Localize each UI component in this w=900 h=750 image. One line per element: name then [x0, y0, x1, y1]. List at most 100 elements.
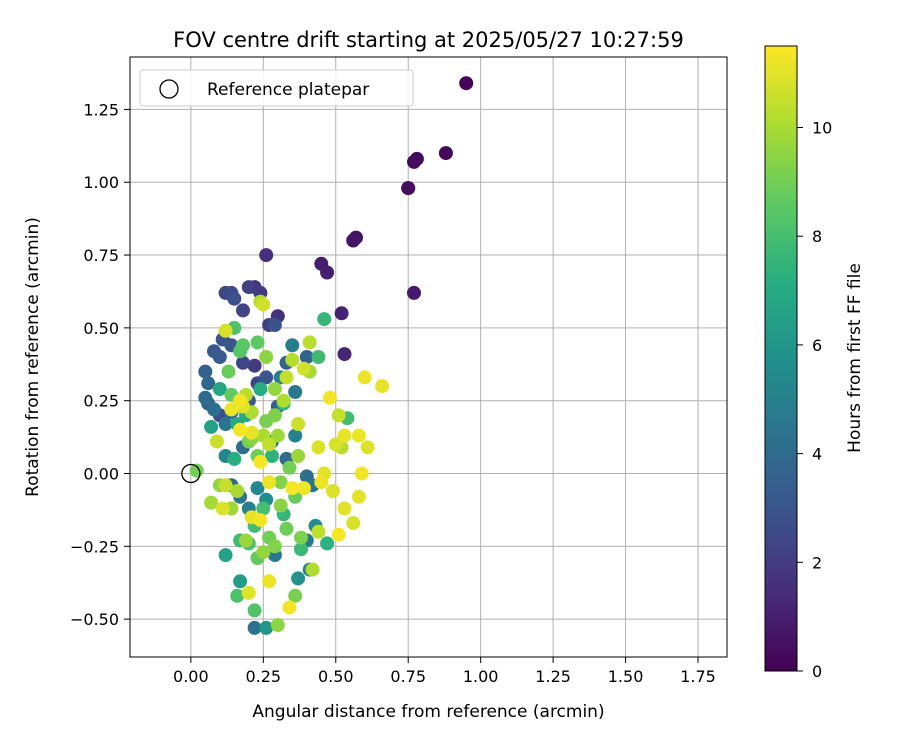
data-point — [273, 498, 288, 513]
data-point — [218, 548, 233, 563]
data-point — [204, 419, 219, 434]
data-point — [227, 291, 242, 306]
data-point — [236, 355, 250, 370]
y-tick-label: 1.25 — [83, 100, 119, 119]
data-point — [270, 428, 285, 443]
data-point — [311, 350, 326, 364]
legend-box — [139, 69, 414, 107]
data-point — [221, 364, 236, 379]
data-point — [285, 338, 300, 353]
data-point — [337, 501, 352, 516]
data-point — [241, 280, 256, 295]
data-point — [337, 428, 352, 443]
x-tick-label: 0.50 — [318, 667, 354, 686]
legend-marker — [159, 79, 179, 99]
data-point — [438, 146, 453, 161]
data-point — [259, 370, 274, 385]
data-point — [325, 484, 340, 498]
data-point — [337, 347, 352, 362]
data-point — [218, 323, 233, 338]
data-point — [267, 408, 282, 423]
data-point — [276, 393, 291, 408]
data-point — [305, 562, 320, 577]
y-tick-label: 0.75 — [83, 246, 119, 265]
grid-lines — [130, 57, 727, 657]
y-tick-label: 0.50 — [83, 319, 119, 338]
data-point — [238, 533, 253, 548]
data-point — [212, 382, 227, 396]
colorbar-tick-label: 2 — [812, 553, 822, 572]
data-point — [459, 76, 474, 91]
data-point — [241, 585, 256, 600]
data-point — [285, 352, 300, 367]
data-point — [273, 475, 288, 490]
y-tick-label: 0.25 — [83, 392, 119, 411]
data-point — [401, 181, 416, 196]
y-tick-label: 1.00 — [83, 173, 119, 192]
data-point — [259, 620, 274, 635]
data-point — [282, 600, 297, 615]
data-point — [291, 417, 306, 431]
data-point — [198, 390, 213, 405]
data-point — [267, 382, 282, 396]
data-point — [375, 379, 390, 394]
data-point — [323, 390, 337, 405]
colorbar-gradient — [764, 45, 798, 672]
data-point — [267, 318, 282, 332]
data-point — [279, 521, 294, 536]
data-point — [247, 603, 262, 618]
data-point — [233, 422, 248, 437]
data-point — [314, 475, 329, 490]
data-point — [253, 454, 268, 469]
data-point — [320, 265, 335, 280]
data-point — [296, 481, 311, 496]
colorbar-tick-label: 4 — [812, 445, 822, 464]
colorbar: 0 2 4 6 8 10 Hours from first FF file — [764, 45, 865, 681]
data-point — [244, 425, 259, 440]
data-point — [311, 524, 326, 539]
data-point — [294, 530, 308, 545]
x-tick-label: 1.25 — [535, 667, 571, 686]
data-point — [256, 501, 271, 516]
data-point — [233, 393, 248, 408]
data-point — [320, 536, 335, 551]
data-point — [311, 440, 326, 455]
data-point — [351, 489, 366, 504]
x-tick-label: 0.75 — [390, 667, 426, 686]
colorbar-tick-label: 0 — [812, 662, 822, 681]
reference-platepar-marker — [181, 463, 201, 484]
data-point — [236, 338, 250, 353]
data-point — [331, 527, 346, 542]
data-point — [346, 516, 361, 530]
data-point — [201, 376, 216, 391]
x-axis-ticks: 0.00 0.25 0.50 0.75 1.00 1.25 1.50 1.75 — [173, 657, 716, 686]
data-point — [262, 574, 277, 589]
data-point — [407, 285, 421, 300]
data-point — [299, 350, 314, 364]
x-tick-label: 1.00 — [463, 667, 499, 686]
data-point — [218, 417, 233, 431]
data-point — [279, 370, 294, 385]
data-point — [291, 571, 306, 586]
data-point — [296, 361, 311, 376]
data-point — [209, 434, 224, 449]
data-point — [334, 306, 349, 321]
data-point — [189, 463, 204, 478]
data-point — [328, 437, 343, 452]
data-point — [224, 402, 239, 417]
data-point — [285, 481, 300, 496]
data-point — [282, 460, 297, 475]
data-point — [351, 428, 366, 443]
plot-frame — [129, 56, 728, 658]
data-point — [207, 402, 221, 417]
data-point — [331, 408, 346, 423]
data-point — [253, 513, 268, 528]
data-point — [227, 451, 242, 466]
y-tick-label: −0.25 — [70, 537, 119, 556]
x-axis-label: Angular distance from reference (arcmin) — [252, 702, 604, 722]
data-point — [256, 545, 271, 560]
chart-title: FOV centre drift starting at 2025/05/27 … — [173, 28, 684, 52]
y-axis-ticks: −0.50 −0.25 0.00 0.25 0.50 0.75 1.00 1.25 — [70, 100, 130, 629]
data-point — [230, 588, 245, 603]
data-point — [259, 248, 274, 263]
